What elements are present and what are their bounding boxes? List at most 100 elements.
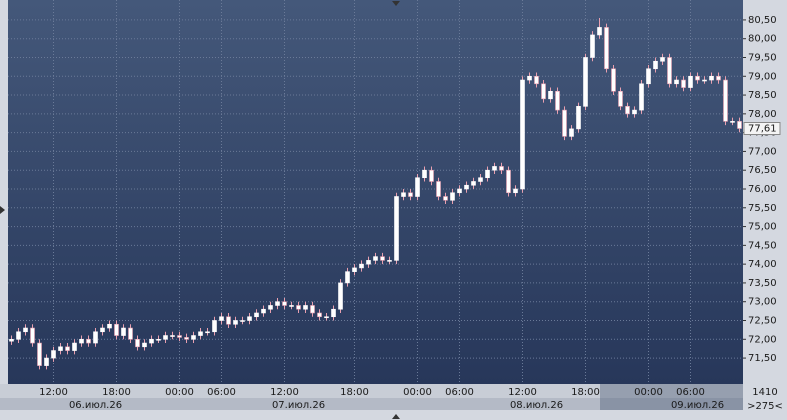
candle-body: [618, 91, 623, 107]
candle-body: [240, 320, 245, 322]
candle-body: [44, 357, 49, 366]
candle-body: [303, 305, 308, 310]
candle-body: [352, 267, 357, 272]
candle-body: [107, 323, 112, 329]
candle-body: [9, 338, 14, 342]
plot-area: [8, 0, 743, 384]
candle-body: [268, 305, 273, 310]
y-tick-label: 73,50: [748, 278, 777, 289]
candle-body: [702, 79, 707, 82]
candle-body: [576, 106, 581, 130]
candle-body: [429, 169, 434, 182]
candle-body: [254, 312, 259, 318]
date-label: 09.июл.26: [671, 400, 724, 411]
candle-body: [716, 75, 721, 81]
candle-body: [247, 316, 252, 321]
date-strip: [0, 398, 743, 410]
candle-body: [527, 75, 532, 81]
candle-body: [408, 192, 413, 197]
candle-body: [121, 327, 126, 336]
candle-body: [632, 109, 637, 115]
left-arrow[interactable]: [0, 206, 5, 214]
candle-body: [93, 331, 98, 344]
x-tick-label: 18:00: [571, 387, 600, 398]
candle-body: [198, 331, 203, 336]
candle-body: [296, 305, 301, 310]
candle-body: [380, 256, 385, 261]
candle-body: [611, 68, 616, 92]
candle-body: [324, 316, 329, 319]
last-price-label: 77,61: [748, 124, 777, 135]
x-tick-label: 00:00: [165, 387, 194, 398]
candle-body: [681, 79, 686, 88]
candle-body: [737, 121, 742, 129]
candle-body: [569, 128, 574, 137]
x-tick-label: 18:00: [102, 387, 131, 398]
candle-body: [289, 305, 294, 307]
candle-body: [548, 91, 553, 100]
candle-body: [597, 27, 602, 36]
x-tick-label: 06:00: [676, 387, 705, 398]
candle-body: [471, 181, 476, 186]
candle-body: [485, 169, 490, 179]
candle-body: [422, 169, 427, 179]
y-tick-label: 80,50: [748, 15, 777, 26]
candle-body: [688, 75, 693, 88]
candle-body: [639, 83, 644, 111]
bottom-arrow[interactable]: [392, 414, 400, 419]
y-tick-label: 75,50: [748, 203, 777, 214]
candle-body: [401, 192, 406, 197]
candle-body: [58, 346, 63, 351]
candle-body: [709, 75, 714, 81]
candle-body: [275, 301, 280, 306]
candle-body: [450, 192, 455, 201]
candle-body: [723, 79, 728, 122]
candle-body: [562, 109, 567, 137]
candle-body: [499, 166, 504, 171]
candle-body: [226, 316, 231, 325]
y-tick-label: 80,00: [748, 34, 777, 45]
x-tick-label: 06:00: [207, 387, 236, 398]
last-price-box: [743, 122, 781, 136]
candle-body: [114, 323, 119, 336]
candle-body: [674, 79, 679, 85]
y-tick-label: 79,00: [748, 71, 777, 82]
top-arrow[interactable]: [392, 1, 400, 6]
candle-body: [100, 327, 105, 333]
candle-body: [205, 331, 210, 334]
x-tick-label: 00:00: [634, 387, 663, 398]
time-axis: [0, 384, 743, 398]
candle-body: [30, 327, 35, 344]
x-tick-label: 06:00: [445, 387, 474, 398]
candle-body: [65, 346, 70, 351]
candle-body: [16, 331, 21, 340]
candle-body: [604, 27, 609, 70]
candle-body: [443, 196, 448, 201]
candle-body: [170, 335, 175, 337]
candle-body: [415, 177, 420, 197]
candle-body: [359, 263, 364, 269]
candle-body: [590, 34, 595, 58]
candle-body: [135, 338, 140, 348]
candle-body: [212, 320, 217, 333]
candle-body: [345, 271, 350, 284]
candle-body: [436, 181, 441, 197]
candle-body: [583, 57, 588, 107]
candle-body: [541, 83, 546, 100]
y-tick-label: 73,00: [748, 297, 777, 308]
date-label: 07.июл.26: [272, 400, 325, 411]
candle-body: [163, 335, 168, 340]
candle-body: [331, 308, 336, 318]
candle-body: [506, 169, 511, 194]
y-tick-label: 74,50: [748, 240, 777, 251]
y-tick-label: 78,50: [748, 90, 777, 101]
candle-body: [177, 335, 182, 338]
y-tick-label: 74,00: [748, 259, 777, 270]
candle-body: [457, 188, 462, 194]
candle-body: [492, 166, 497, 171]
candle-body: [191, 335, 196, 340]
candle-body: [261, 308, 266, 314]
candle-body: [23, 327, 28, 333]
candle-body: [667, 57, 672, 85]
